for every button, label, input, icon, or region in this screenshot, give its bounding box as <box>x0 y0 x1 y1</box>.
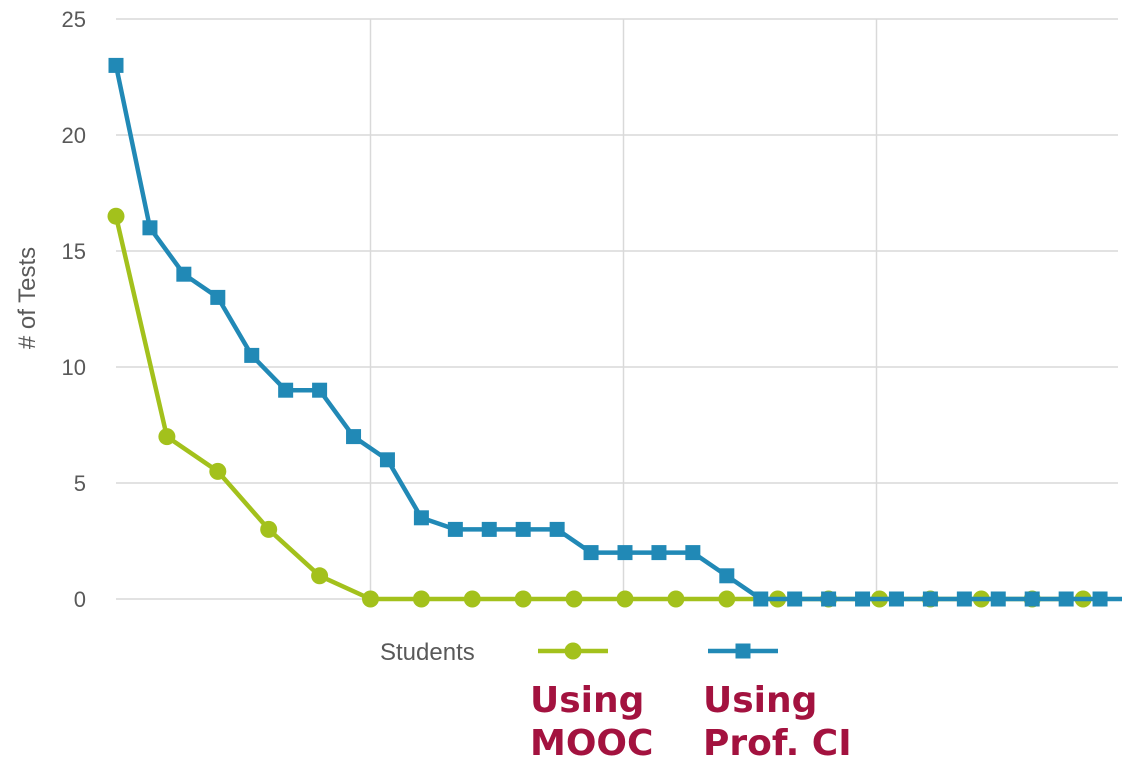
data-point <box>447 521 463 537</box>
data-point <box>565 590 583 608</box>
data-point <box>718 590 736 608</box>
data-point <box>362 590 379 608</box>
data-point <box>616 590 634 608</box>
data-point <box>667 590 685 608</box>
data-point <box>209 462 227 480</box>
data-point <box>412 590 430 608</box>
data-point <box>1058 591 1074 607</box>
legend-swatch-marker <box>564 642 582 660</box>
data-point <box>583 545 599 561</box>
y-axis-ticks: 0 5 10 15 20 25 <box>62 7 86 612</box>
data-point <box>515 521 531 537</box>
data-point <box>787 591 803 607</box>
data-point <box>956 591 972 607</box>
data-point <box>413 510 429 526</box>
legend: Students <box>380 639 778 666</box>
data-point <box>260 520 278 538</box>
data-point <box>753 591 769 607</box>
y-tick-label: 25 <box>62 7 86 32</box>
data-point <box>821 591 837 607</box>
data-point <box>312 382 328 398</box>
data-point <box>311 567 329 585</box>
data-point <box>210 289 226 305</box>
y-tick-label: 0 <box>74 587 86 612</box>
y-tick-label: 20 <box>62 123 86 148</box>
data-point <box>549 521 565 537</box>
y-axis-title: # of Tests <box>14 247 41 349</box>
data-point <box>142 220 158 236</box>
series-label-line: MOOC <box>530 723 653 764</box>
data-point <box>107 207 125 225</box>
data-point <box>685 545 701 561</box>
legend-title: Students <box>380 639 475 666</box>
data-point <box>108 57 124 73</box>
data-point <box>176 266 192 282</box>
data-point <box>481 521 497 537</box>
data-point <box>514 590 532 608</box>
y-tick-label: 10 <box>62 355 86 380</box>
series-label-line: Prof. CI <box>703 723 852 764</box>
y-tick-label: 5 <box>74 471 86 496</box>
data-point <box>617 545 633 561</box>
data-point <box>1092 591 1108 607</box>
series-label-line: Using <box>703 680 817 721</box>
data-point <box>719 568 735 584</box>
series-label-line: Using <box>530 680 644 721</box>
legend-swatch-marker <box>735 643 751 659</box>
data-point <box>278 382 294 398</box>
data-point <box>855 591 871 607</box>
data-point <box>463 590 481 608</box>
data-point <box>651 545 667 561</box>
data-point <box>888 591 904 607</box>
data-point <box>922 591 938 607</box>
y-tick-label: 15 <box>62 239 86 264</box>
data-point <box>346 429 362 445</box>
data-point <box>990 591 1006 607</box>
data-point <box>379 452 395 468</box>
series-line <box>113 64 1122 602</box>
series-line <box>113 215 1084 602</box>
data-point <box>158 428 176 446</box>
series-lines <box>107 57 1122 608</box>
data-point <box>1024 591 1040 607</box>
data-point <box>244 347 260 363</box>
grid <box>116 18 1118 600</box>
